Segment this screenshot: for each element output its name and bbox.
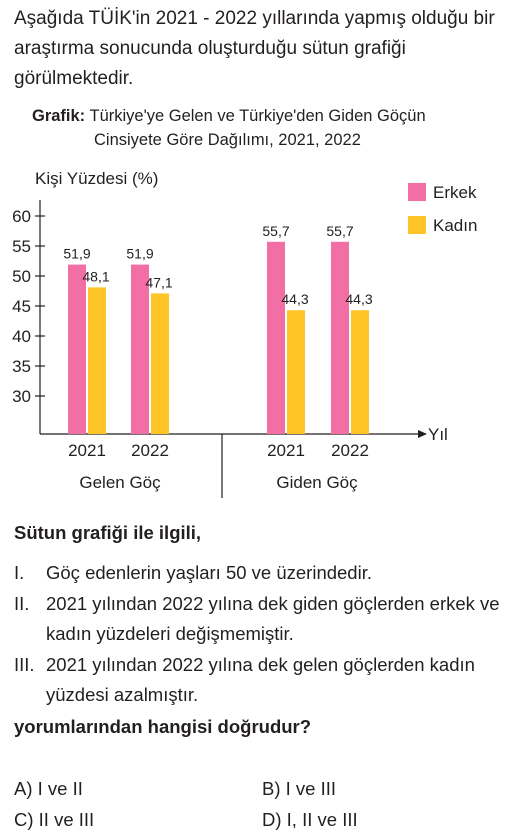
- x-tick-label: 2022: [131, 441, 169, 460]
- x-axis-label: Yıl: [428, 425, 448, 444]
- bar-kadin: [351, 310, 369, 434]
- bar-chart: Kişi Yüzdesi (%) Yıl 30 35 40 45 50 55 60 51,9 48,…: [12, 169, 477, 498]
- y-tick-label: 30: [12, 387, 31, 406]
- x-axis-arrow: [418, 430, 427, 438]
- statement-text: 2021 yılından 2022 yılına dek giden göçl…: [46, 593, 500, 644]
- intro-text: Aşağıda TÜİK'in 2021 - 2022 yıllarında y…: [14, 8, 495, 89]
- option-text: I, II ve III: [286, 809, 358, 830]
- bar-erkek: [267, 241, 285, 434]
- option-text: I ve II: [37, 778, 83, 799]
- x-tick-label: 2022: [331, 441, 369, 460]
- legend-label-erkek: Erkek: [433, 183, 477, 202]
- option-d[interactable]: D) I, II ve III: [262, 809, 358, 831]
- y-tick-label: 35: [12, 357, 31, 376]
- y-tick-label: 55: [12, 237, 31, 256]
- x-tick-label: 2021: [68, 441, 106, 460]
- group-label-giden: Giden Göç: [276, 473, 358, 492]
- bar-kadin: [151, 293, 169, 434]
- statement-text: Göç edenlerin yaşları 50 ve üzerindedir.: [46, 562, 372, 583]
- y-tick-label: 45: [12, 297, 31, 316]
- group-label-gelen: Gelen Göç: [79, 473, 161, 492]
- data-label-erkek: 55,7: [262, 223, 289, 239]
- bar-erkek: [331, 241, 349, 434]
- bar-kadin: [287, 310, 305, 434]
- bar-kadin: [88, 287, 106, 434]
- data-label-kadin: 47,1: [145, 274, 172, 290]
- data-label-kadin: 48,1: [82, 268, 109, 284]
- option-key: B): [262, 778, 281, 799]
- statement-number: II.: [14, 593, 30, 614]
- data-label-erkek: 55,7: [326, 223, 353, 239]
- y-tick-label: 60: [12, 207, 31, 226]
- statement-text: 2021 yılından 2022 yılına dek gelen göçl…: [46, 654, 475, 705]
- option-b[interactable]: B) I ve III: [262, 778, 336, 800]
- statement-number: III.: [14, 654, 35, 675]
- option-key: D): [262, 809, 282, 830]
- bar-erkek: [68, 264, 86, 434]
- option-key: A): [14, 778, 33, 799]
- question-prompt: yorumlarından hangisi doğrudur?: [14, 716, 312, 737]
- statement-number: I.: [14, 562, 25, 583]
- caption-line-1: Türkiye'ye Gelen ve Türkiye'den Giden Gö…: [89, 107, 426, 125]
- bar-erkek: [131, 264, 149, 434]
- data-label-kadin: 44,3: [345, 291, 372, 307]
- x-tick-label: 2021: [267, 441, 305, 460]
- legend-swatch-erkek: [408, 183, 426, 201]
- data-label-kadin: 44,3: [281, 291, 308, 307]
- caption-label: Grafik:: [32, 107, 86, 125]
- option-key: C): [14, 809, 34, 830]
- option-text: I ve III: [285, 778, 337, 799]
- caption-line-2: Cinsiyete Göre Dağılımı, 2021, 2022: [94, 131, 361, 149]
- data-label-erkek: 51,9: [126, 246, 153, 262]
- option-a[interactable]: A) I ve II: [14, 778, 83, 800]
- data-label-erkek: 51,9: [63, 246, 90, 262]
- y-axis-label: Kişi Yüzdesi (%): [35, 169, 158, 188]
- option-c[interactable]: C) II ve III: [14, 809, 94, 831]
- legend-swatch-kadin: [408, 216, 426, 234]
- legend-label-kadin: Kadın: [433, 216, 477, 235]
- option-text: II ve III: [38, 809, 95, 830]
- y-tick-label: 40: [12, 327, 31, 346]
- question-title: Sütun grafiği ile ilgili,: [14, 522, 202, 543]
- y-tick-label: 50: [12, 267, 31, 286]
